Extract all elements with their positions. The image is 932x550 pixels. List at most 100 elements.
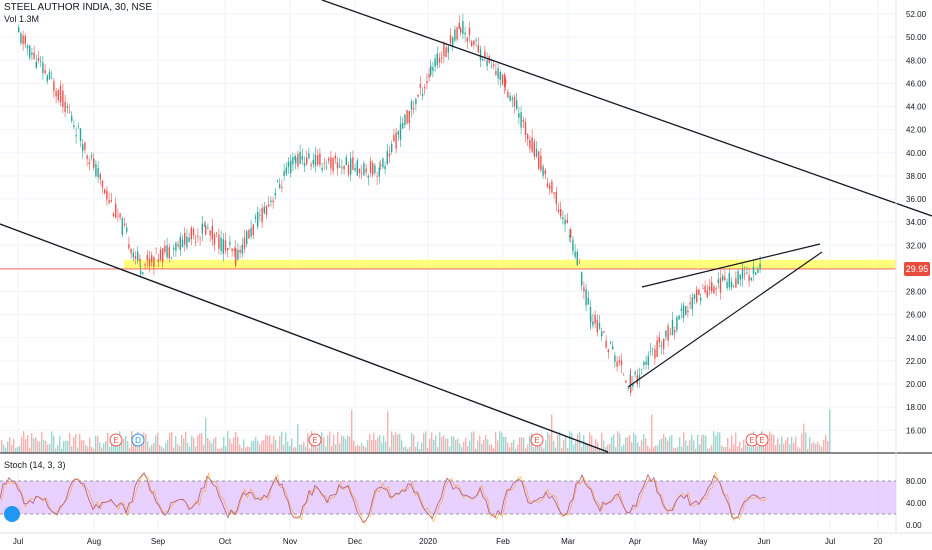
price-tick-label: 52.00 <box>906 10 927 19</box>
wedge-lower-line[interactable] <box>627 251 823 388</box>
candle-body <box>452 37 454 47</box>
volume-bar <box>663 434 665 453</box>
candle-body <box>192 229 195 236</box>
volume-bar <box>827 441 829 453</box>
volume-bar <box>405 446 407 453</box>
event-marker[interactable]: E <box>308 433 322 447</box>
volume-bar <box>491 444 493 453</box>
volume-bar <box>239 444 241 453</box>
candle-body <box>290 160 292 174</box>
volume-bar <box>595 439 597 453</box>
event-marker[interactable]: E <box>530 433 544 447</box>
candle-body <box>596 320 598 333</box>
candle-body <box>748 275 750 281</box>
stoch-indicator-label[interactable]: Stoch (14, 3, 3) <box>4 460 66 470</box>
volume-bar <box>263 440 265 453</box>
candle-body <box>542 166 544 176</box>
volume-bar <box>433 439 435 453</box>
candle-body <box>252 224 254 236</box>
volume-bar <box>221 447 223 453</box>
event-marker[interactable]: E <box>745 433 759 447</box>
volume-bar <box>481 443 483 453</box>
volume-bar <box>585 442 587 453</box>
volume-bar <box>519 437 521 453</box>
candle-body <box>181 239 184 248</box>
volume-bar <box>699 444 701 453</box>
candle-body <box>527 134 529 140</box>
volume-bar <box>447 438 449 453</box>
volume-bar <box>773 434 775 453</box>
volume-bar <box>197 435 199 453</box>
time-tick-label: Feb <box>496 537 510 546</box>
candle-body <box>531 137 533 152</box>
event-marker[interactable]: D <box>131 433 145 447</box>
volume-bar <box>459 443 461 453</box>
candle-body <box>689 302 691 305</box>
candle-body <box>535 148 538 157</box>
candle-body <box>179 236 181 251</box>
candle-body <box>466 38 468 42</box>
candle-body <box>649 350 652 352</box>
volume-bar <box>331 445 333 453</box>
volume-bar <box>673 447 675 453</box>
trendline-lower[interactable] <box>0 223 609 453</box>
volume-bar <box>819 444 821 453</box>
candle-body <box>345 157 347 165</box>
tradingview-logo-icon[interactable] <box>4 506 20 522</box>
volume-bar <box>461 447 463 453</box>
candle-body <box>44 70 46 74</box>
volume-bar <box>233 437 235 453</box>
volume-bar <box>651 414 653 453</box>
volume-bar <box>521 437 523 453</box>
volume-bar <box>307 433 309 453</box>
price-tick-label: 20.00 <box>906 380 927 389</box>
volume-bar <box>669 436 671 453</box>
volume-bar <box>739 442 741 453</box>
volume-bar <box>191 435 193 453</box>
volume-bar <box>7 441 9 453</box>
trendline-upper[interactable] <box>321 0 932 217</box>
volume-bar <box>619 433 621 453</box>
event-marker[interactable]: E <box>755 433 769 447</box>
candle-body <box>328 158 330 161</box>
volume-bar <box>85 444 87 453</box>
volume-bar <box>93 448 95 453</box>
candle-body <box>473 40 475 46</box>
volume-bar <box>559 431 561 453</box>
volume-bar <box>437 447 439 453</box>
volume-bar <box>107 432 109 453</box>
candle-body <box>549 185 551 189</box>
volume-bar <box>129 448 131 453</box>
volume-bar <box>131 431 133 453</box>
candle-body <box>137 251 139 261</box>
volume-bar <box>245 447 247 453</box>
price-tick-label: 38.00 <box>906 172 927 181</box>
candle-body <box>730 281 733 288</box>
volume-bar <box>147 441 149 453</box>
volume-bar <box>21 436 23 453</box>
volume-bar <box>321 431 323 453</box>
volume-bar <box>643 434 645 453</box>
volume-bar <box>41 431 43 453</box>
candle-body <box>57 90 59 101</box>
volume-bar <box>333 434 335 453</box>
candle-body <box>462 21 464 34</box>
candle-body <box>380 164 382 166</box>
candle-body <box>66 106 68 108</box>
event-marker[interactable]: E <box>109 433 123 447</box>
volume-bar <box>579 432 581 453</box>
volume-bar <box>211 443 213 453</box>
volume-bar <box>569 431 571 453</box>
volume-bar <box>629 435 631 453</box>
volume-bar <box>295 447 297 453</box>
candle-body <box>438 57 441 63</box>
wedge-upper-line[interactable] <box>641 243 821 288</box>
volume-bar <box>273 435 275 453</box>
volume-bar <box>817 441 819 453</box>
candle-body <box>741 269 744 279</box>
candle-body <box>693 294 696 299</box>
candle-body <box>715 288 717 290</box>
volume-bar <box>391 431 393 453</box>
